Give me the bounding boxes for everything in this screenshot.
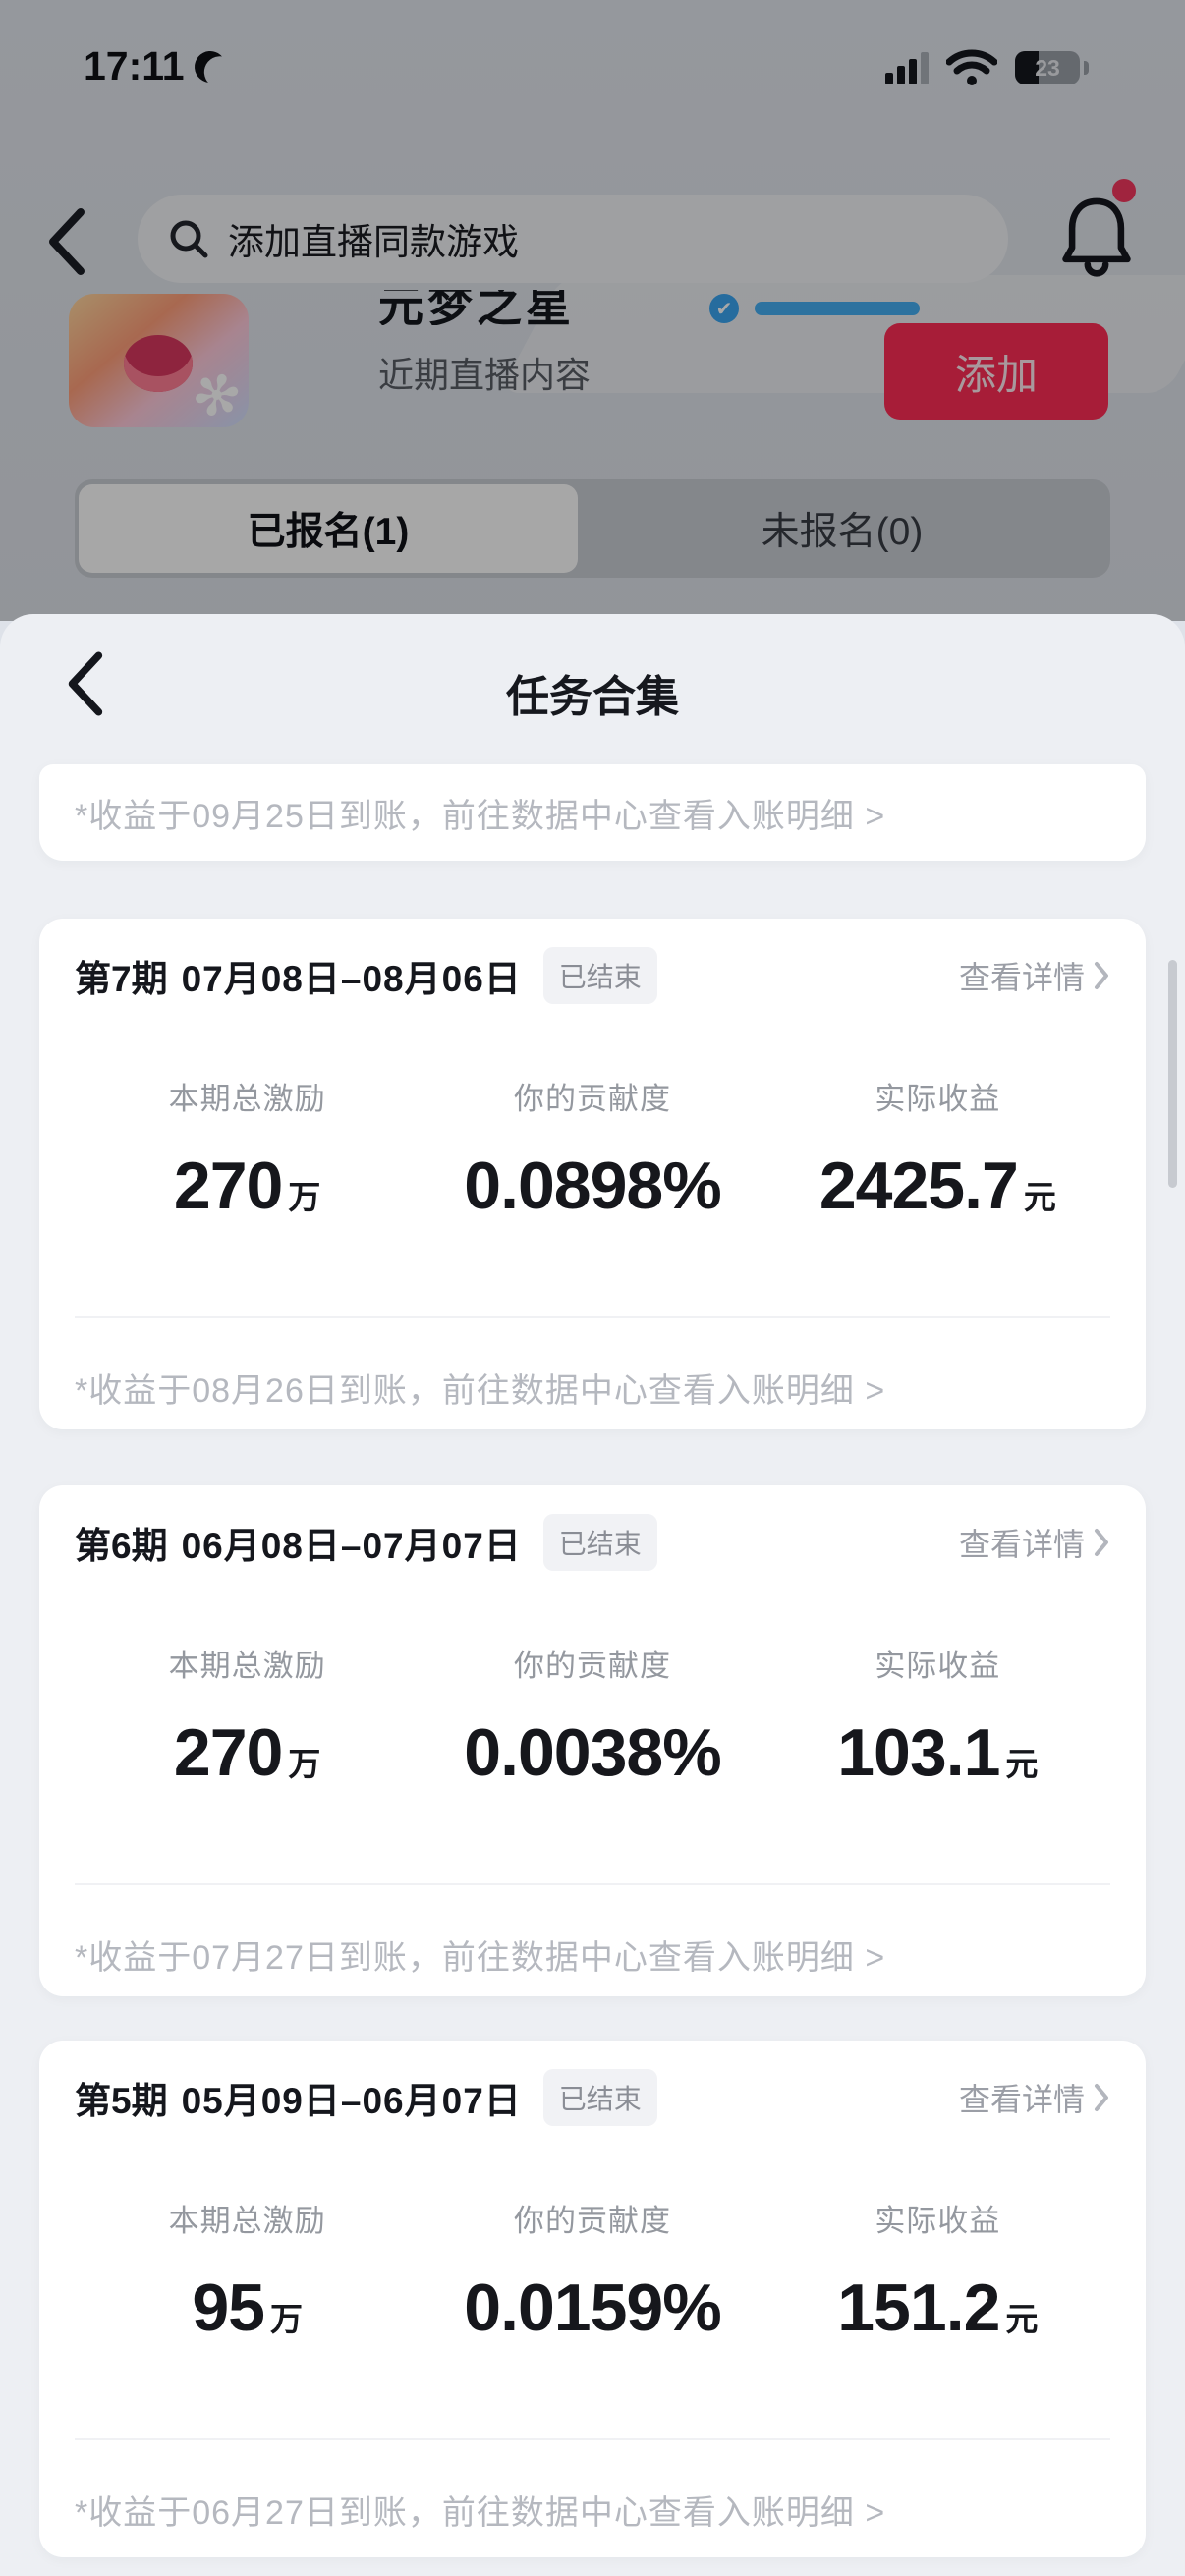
period-label: 第5期 — [75, 2081, 168, 2121]
stat-contribution: 你的贡献度 0.0898% — [464, 1082, 721, 1223]
clock: 17:11 — [84, 43, 226, 89]
stat-actual-income: 实际收益 103.1 元 — [837, 1649, 1039, 1790]
search-text: 添加直播同款游戏 — [228, 222, 519, 262]
payout-note[interactable]: *收益于09月25日到账，前往数据中心查看入账明细 > — [75, 797, 886, 835]
signup-tabs: 已报名(1) 未报名(0) — [75, 479, 1110, 578]
cellular-signal-icon — [885, 51, 929, 84]
period-dates: 07月08日–08月06日 — [181, 959, 522, 999]
period-card-partial: *收益于09月25日到账，前往数据中心查看入账明细 > — [39, 764, 1146, 861]
wifi-icon — [946, 49, 997, 86]
status-badge: 已结束 — [542, 947, 657, 1004]
view-details-link[interactable]: 查看详情 — [959, 2075, 1110, 2120]
period-label: 第7期 — [75, 959, 168, 999]
game-title: 元梦之星 — [378, 290, 575, 325]
game-subtitle: 近期直播内容 — [378, 355, 592, 395]
battery-icon: 23 — [1015, 51, 1080, 84]
scrollbar[interactable] — [1168, 960, 1177, 1188]
period-dates: 06月08日–07月07日 — [181, 1526, 522, 1566]
battery-nub — [1084, 61, 1089, 75]
period-dates: 05月09日–06月07日 — [181, 2081, 522, 2121]
period-card: 第5期 05月09日–06月07日 已结束 查看详情 本期总激励 95 万 你的贡… — [39, 2041, 1146, 2557]
game-icon-face — [124, 335, 193, 392]
chevron-right-icon — [1095, 2084, 1108, 2111]
verified-badge-icon: ✔ — [709, 294, 739, 323]
period-card: 第6期 06月08日–07月07日 已结束 查看详情 本期总激励 270 万 你的… — [39, 1485, 1146, 1996]
stat-contribution: 你的贡献度 0.0159% — [464, 2204, 721, 2345]
status-badge: 已结束 — [542, 2069, 657, 2126]
stat-actual-income: 实际收益 2425.7 元 — [818, 1082, 1056, 1223]
period-label: 第6期 — [75, 1526, 168, 1566]
chevron-right-icon — [1095, 1529, 1108, 1556]
game-icon[interactable]: ✻ — [69, 294, 249, 427]
sheet-title: 任务合集 — [506, 673, 679, 721]
battery-fill — [1015, 51, 1039, 84]
search-icon — [167, 217, 210, 260]
top-nav: 添加直播同款游戏 — [0, 179, 1185, 287]
notifications-button[interactable] — [1059, 179, 1138, 281]
battery-percent: 23 — [1035, 54, 1060, 81]
view-details-link[interactable]: 查看详情 — [959, 953, 1110, 998]
stat-total-incentive: 本期总激励 270 万 — [168, 1082, 326, 1223]
stat-contribution: 你的贡献度 0.0038% — [464, 1649, 721, 1790]
sheet-back-button[interactable] — [63, 649, 106, 718]
time-text: 17:11 — [84, 43, 185, 88]
period-card: 第7期 07月08日–08月06日 已结束 查看详情 本期总激励 270 万 你的… — [39, 919, 1146, 1429]
status-badge: 已结束 — [542, 1514, 657, 1571]
status-bar: 17:11 23 — [0, 43, 1185, 102]
payout-note[interactable]: *收益于06月27日到账，前往数据中心查看入账明细 > — [75, 2494, 886, 2532]
payout-note[interactable]: *收益于08月26日到账，前往数据中心查看入账明细 > — [75, 1372, 886, 1410]
divider — [75, 2438, 1110, 2440]
stat-total-incentive: 本期总激励 270 万 — [168, 1649, 326, 1790]
search-input[interactable]: 添加直播同款游戏 — [138, 195, 1008, 283]
chevron-right-icon — [1095, 962, 1108, 989]
view-details-link[interactable]: 查看详情 — [959, 1520, 1110, 1565]
stat-total-incentive: 本期总激励 95 万 — [168, 2204, 326, 2345]
stat-actual-income: 实际收益 151.2 元 — [837, 2204, 1039, 2345]
tab-unregistered[interactable]: 未报名(0) — [761, 511, 924, 553]
status-icons: 23 — [885, 49, 1089, 86]
divider — [75, 1316, 1110, 1318]
notification-dot — [1112, 179, 1136, 202]
back-button[interactable] — [43, 206, 88, 277]
divider — [75, 1883, 1110, 1885]
add-game-button[interactable]: 添加 — [884, 323, 1108, 420]
progress-bar — [755, 302, 920, 315]
task-collection-sheet: 任务合集 *收益于09月25日到账，前往数据中心查看入账明细 > 第7期 07月… — [0, 614, 1185, 2576]
tab-registered[interactable]: 已报名(1) — [79, 484, 578, 573]
game-banner: ✻ 元梦之星 ✔ 近期直播内容 添加 — [0, 290, 1185, 447]
payout-note[interactable]: *收益于07月27日到账，前往数据中心查看入账明细 > — [75, 1939, 886, 1977]
dim-overlay — [0, 0, 1185, 621]
